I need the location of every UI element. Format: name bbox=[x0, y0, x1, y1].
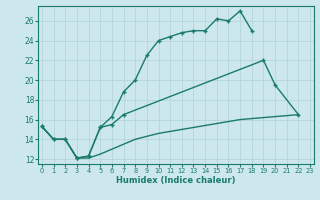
X-axis label: Humidex (Indice chaleur): Humidex (Indice chaleur) bbox=[116, 176, 236, 185]
